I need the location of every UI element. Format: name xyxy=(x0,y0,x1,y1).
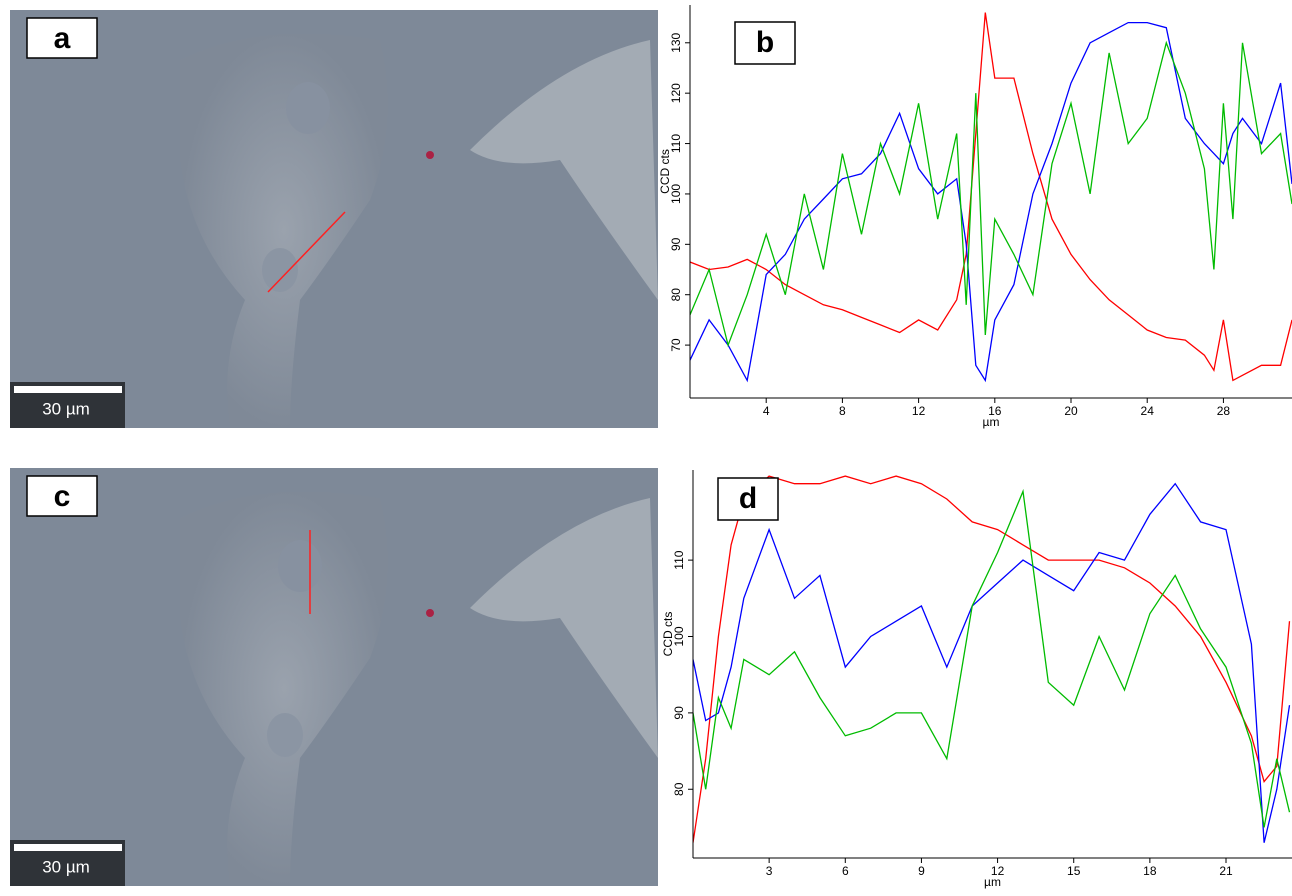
y-tick-label: 90 xyxy=(669,237,683,251)
chart: 3 6 9 12 15 18 21 80 90 100 110 CCD cts µm d xyxy=(661,470,1292,889)
data-line xyxy=(693,475,1291,843)
micrograph-a xyxy=(10,10,658,428)
y-axis-label: CCD cts xyxy=(661,612,675,657)
y-tick-label: 80 xyxy=(669,288,683,302)
chart: 4 8 12 16 20 24 28 70 80 90 100 110 120 130 CCD cts µm b xyxy=(658,5,1292,429)
y-axis-label: CCD cts xyxy=(658,149,672,194)
y-tick-label: 110 xyxy=(672,550,686,569)
label-box xyxy=(26,475,98,517)
x-axis-label: µm xyxy=(983,415,1000,429)
panel-label: b xyxy=(756,26,774,59)
micrograph-c xyxy=(10,468,658,886)
y-tick-label: 80 xyxy=(672,782,686,796)
x-tick-label: 21 xyxy=(1219,864,1233,878)
data-line xyxy=(690,12,1292,382)
x-tick-label: 18 xyxy=(1143,864,1157,878)
data-line xyxy=(690,21,1292,383)
x-tick-label: 24 xyxy=(1141,404,1155,418)
x-tick-label: 12 xyxy=(991,864,1005,878)
x-tick-label: 9 xyxy=(918,864,925,878)
x-tick-label: 3 xyxy=(766,864,773,878)
y-tick-label: 100 xyxy=(672,626,686,646)
data-line xyxy=(693,482,1291,843)
x-tick-label: 15 xyxy=(1067,864,1081,878)
scale-bar xyxy=(14,386,122,393)
x-tick-label: 4 xyxy=(763,404,770,418)
data-line xyxy=(693,488,1291,828)
scale-bar-label: 30 µm xyxy=(42,857,90,876)
y-tick-label: 70 xyxy=(669,338,683,352)
y-tick-label: 120 xyxy=(669,83,683,103)
label-box xyxy=(717,477,779,521)
panel-label: c xyxy=(54,480,71,513)
y-tick-label: 100 xyxy=(669,184,683,204)
x-tick-label: 16 xyxy=(988,404,1002,418)
label-box xyxy=(734,21,796,65)
y-tick-label: 130 xyxy=(669,32,683,52)
x-tick-label: 28 xyxy=(1217,404,1231,418)
data-line xyxy=(690,40,1292,348)
x-tick-label: 8 xyxy=(839,404,846,418)
label-box xyxy=(26,17,98,59)
scale-bar-label: 30 µm xyxy=(42,399,90,418)
panel-label: d xyxy=(739,482,757,515)
y-tick-label: 110 xyxy=(669,134,683,153)
scale-bar xyxy=(14,844,122,851)
x-tick-label: 20 xyxy=(1064,404,1078,418)
x-tick-label: 6 xyxy=(842,864,849,878)
panel-label: a xyxy=(54,22,71,55)
x-tick-label: 12 xyxy=(912,404,926,418)
x-axis-label: µm xyxy=(984,875,1001,889)
y-tick-label: 90 xyxy=(672,706,686,720)
